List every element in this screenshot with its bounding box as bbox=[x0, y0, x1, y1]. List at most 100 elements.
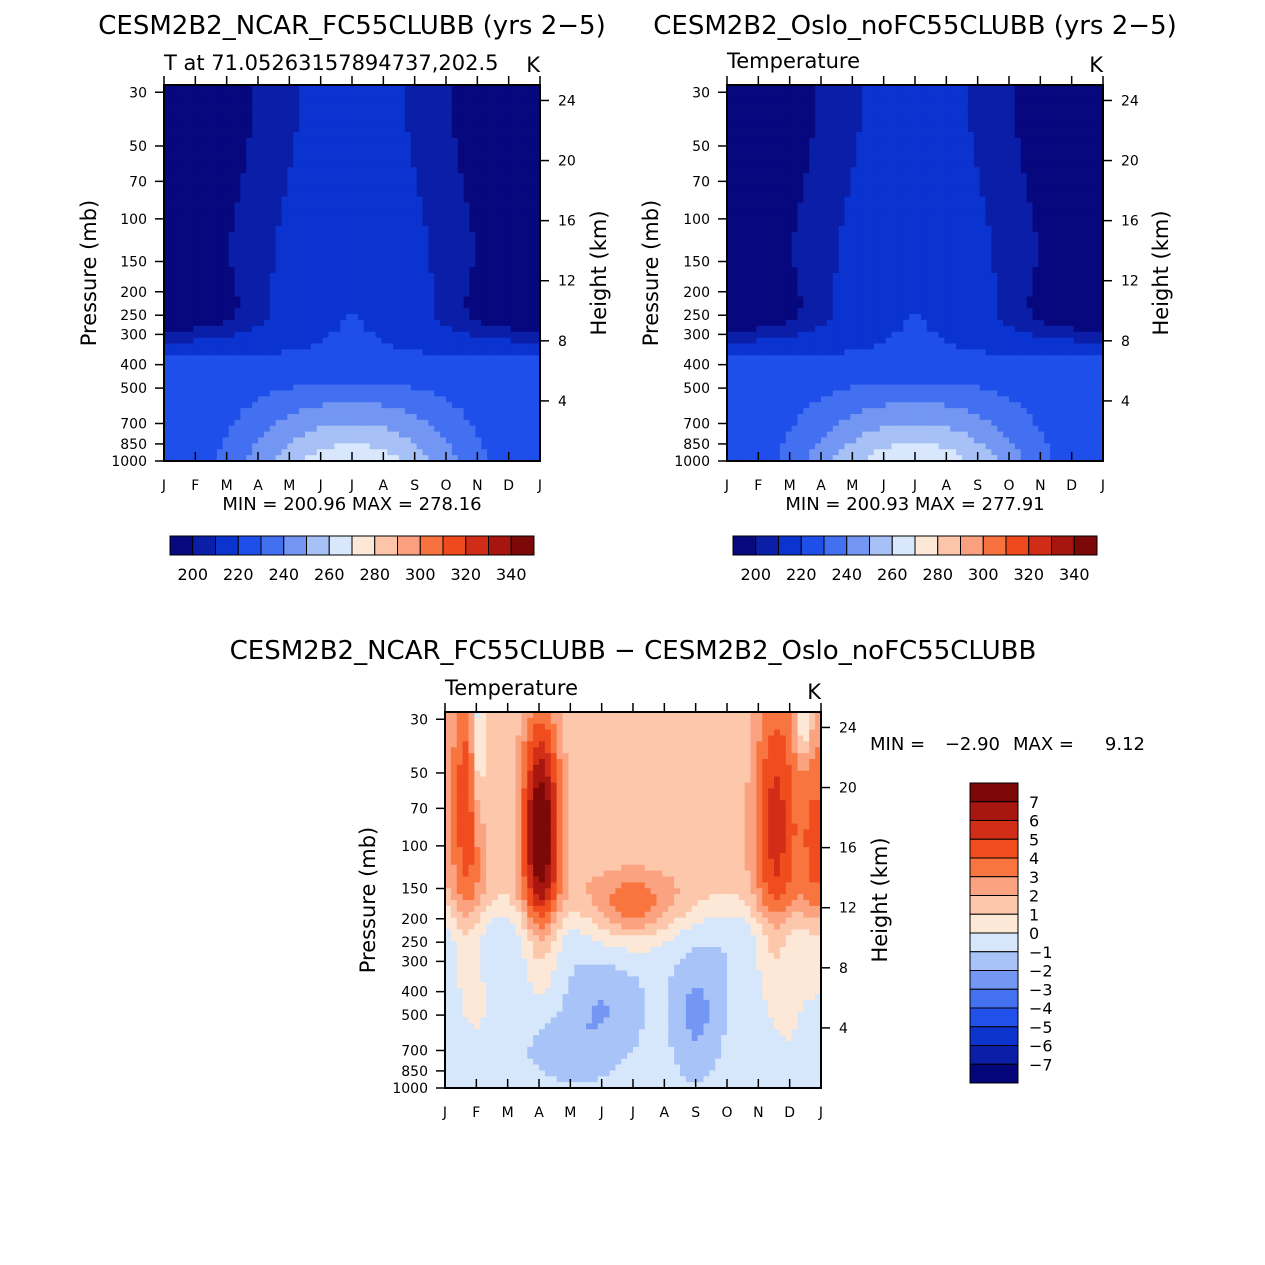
field-cell bbox=[328, 261, 335, 268]
field-cell bbox=[357, 414, 365, 421]
field-cell bbox=[1014, 90, 1022, 98]
field-cell bbox=[199, 284, 206, 292]
field-cell bbox=[363, 408, 371, 415]
field-cell bbox=[269, 449, 277, 456]
field-cell bbox=[838, 85, 846, 92]
field-cell bbox=[803, 155, 810, 162]
field-cell bbox=[263, 214, 271, 221]
field-cell bbox=[199, 431, 206, 439]
field-cell bbox=[446, 284, 453, 292]
field-cell bbox=[404, 85, 412, 92]
field-cell bbox=[305, 96, 312, 104]
field-cell bbox=[228, 367, 236, 374]
field-cell bbox=[293, 437, 300, 444]
field-cell bbox=[352, 331, 359, 339]
field-cell bbox=[322, 396, 330, 403]
field-cell bbox=[463, 284, 471, 292]
field-cell bbox=[193, 202, 200, 209]
field-cell bbox=[387, 255, 394, 262]
field-cell bbox=[369, 114, 377, 121]
field-cell bbox=[258, 255, 265, 262]
field-cell bbox=[475, 396, 482, 403]
field-cell bbox=[534, 96, 540, 104]
field-cell bbox=[475, 343, 482, 350]
field-cell bbox=[528, 443, 535, 450]
field-cell bbox=[493, 361, 500, 368]
field-cell bbox=[481, 208, 488, 215]
field-cell bbox=[821, 161, 828, 168]
field-cell bbox=[281, 425, 288, 433]
field-cell bbox=[181, 143, 189, 151]
field-cell bbox=[826, 108, 834, 115]
field-cell bbox=[352, 290, 359, 298]
field-cell bbox=[258, 220, 265, 227]
field-cell bbox=[187, 320, 194, 327]
field-cell bbox=[169, 179, 177, 186]
field-cell bbox=[756, 149, 763, 157]
field-cell bbox=[334, 343, 341, 350]
field-cell bbox=[885, 108, 893, 115]
field-cell bbox=[909, 126, 916, 133]
field-cell bbox=[516, 273, 523, 280]
field-cell bbox=[340, 202, 347, 209]
field-cell bbox=[815, 90, 822, 98]
field-cell bbox=[169, 290, 177, 298]
field-cell bbox=[199, 355, 206, 362]
field-cell bbox=[352, 396, 359, 403]
field-cell bbox=[199, 132, 206, 139]
field-cell bbox=[522, 202, 529, 209]
field-cell bbox=[305, 402, 312, 409]
field-cell bbox=[967, 155, 975, 162]
field-cell bbox=[334, 243, 341, 251]
field-cell bbox=[985, 90, 992, 98]
field-cell bbox=[228, 137, 236, 145]
field-cell bbox=[404, 226, 412, 233]
field-cell bbox=[797, 155, 804, 162]
field-cell bbox=[516, 102, 523, 110]
field-cell bbox=[446, 331, 453, 339]
field-cell bbox=[175, 419, 183, 427]
field-cell bbox=[1050, 114, 1057, 121]
field-cell bbox=[234, 449, 241, 456]
field-cell bbox=[522, 325, 529, 333]
field-cell bbox=[281, 149, 288, 157]
field-cell bbox=[305, 361, 312, 368]
field-cell bbox=[815, 132, 822, 139]
field-cell bbox=[469, 255, 476, 262]
field-cell bbox=[381, 390, 388, 397]
field-cell bbox=[434, 196, 441, 204]
field-cell bbox=[199, 90, 206, 98]
field-cell bbox=[985, 161, 992, 168]
field-cell bbox=[856, 137, 863, 145]
field-cell bbox=[991, 96, 998, 104]
field-cell bbox=[169, 355, 177, 362]
field-cell bbox=[363, 90, 371, 98]
field-cell bbox=[481, 302, 488, 309]
field-cell bbox=[222, 431, 230, 439]
field-cell bbox=[410, 372, 418, 380]
field-cell bbox=[838, 137, 846, 145]
field-cell bbox=[205, 161, 212, 168]
field-cell bbox=[768, 132, 775, 139]
field-cell bbox=[522, 114, 529, 121]
field-cell bbox=[997, 90, 1004, 98]
field-cell bbox=[1020, 143, 1028, 151]
field-cell bbox=[316, 296, 324, 303]
field-cell bbox=[909, 149, 916, 157]
field-cell bbox=[774, 143, 781, 151]
field-cell bbox=[252, 402, 259, 409]
field-cell bbox=[164, 226, 171, 233]
field-cell bbox=[293, 443, 300, 450]
field-cell bbox=[305, 390, 312, 397]
field-cell bbox=[991, 149, 998, 157]
field-cell bbox=[234, 249, 241, 256]
field-cell bbox=[510, 314, 518, 321]
field-cell bbox=[269, 308, 277, 315]
field-cell bbox=[481, 202, 488, 209]
field-cell bbox=[175, 243, 183, 251]
field-cell bbox=[416, 443, 424, 450]
field-cell bbox=[446, 325, 453, 333]
field-cell bbox=[451, 90, 459, 98]
field-cell bbox=[528, 343, 535, 350]
field-cell bbox=[181, 249, 189, 256]
